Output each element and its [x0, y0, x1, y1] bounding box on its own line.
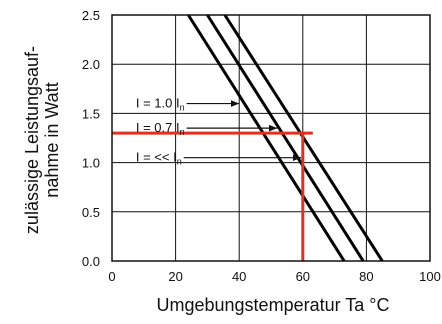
y-tick-label: 2.5 — [82, 8, 100, 23]
x-tick-label: 40 — [232, 269, 246, 284]
tick-labels: 0 20 40 60 80 100 0.0 0.5 1.0 1.5 2.0 2.5 — [82, 8, 441, 284]
y-tick-label: 0.0 — [82, 254, 100, 269]
y-axis-label-line-1: zulässige Leistungsauf- — [22, 46, 42, 234]
y-tick-label: 1.0 — [82, 156, 100, 171]
y-tick-label: 0.5 — [82, 205, 100, 220]
annotation-ill: I = << In — [136, 150, 302, 167]
series-line-1 — [187, 14, 346, 262]
x-tick-label: 100 — [419, 269, 441, 284]
y-tick-label: 1.5 — [82, 106, 100, 121]
annotation-i10: I = 1.0 In — [136, 96, 240, 113]
x-tick-label: 20 — [168, 269, 182, 284]
annotation-label-i07: I = 0.7 In — [136, 120, 185, 137]
x-tick-label: 80 — [359, 269, 373, 284]
x-tick-label: 0 — [108, 269, 115, 284]
annotations: I = 1.0 In I = 0.7 In I = << In — [136, 96, 302, 167]
series-line-2 — [206, 14, 365, 262]
annotation-label-i10: I = 1.0 In — [136, 96, 185, 113]
y-tick-label: 2.0 — [82, 57, 100, 72]
y-axis-label-line-2: nahme in Watt — [42, 82, 62, 197]
y-axis-label: zulässige Leistungsauf- nahme in Watt — [22, 46, 62, 234]
reference-lines — [112, 131, 313, 261]
plot-frame — [111, 14, 431, 262]
annotation-i07: I = 0.7 In — [136, 120, 278, 137]
series-lines — [187, 14, 384, 262]
x-tick-label: 60 — [296, 269, 310, 284]
x-axis-label: Umgebungstemperatur Ta °C — [157, 295, 390, 315]
annotation-label-ill: I = << In — [136, 150, 182, 167]
grid — [111, 14, 431, 262]
plot-frame-rect — [111, 14, 431, 262]
